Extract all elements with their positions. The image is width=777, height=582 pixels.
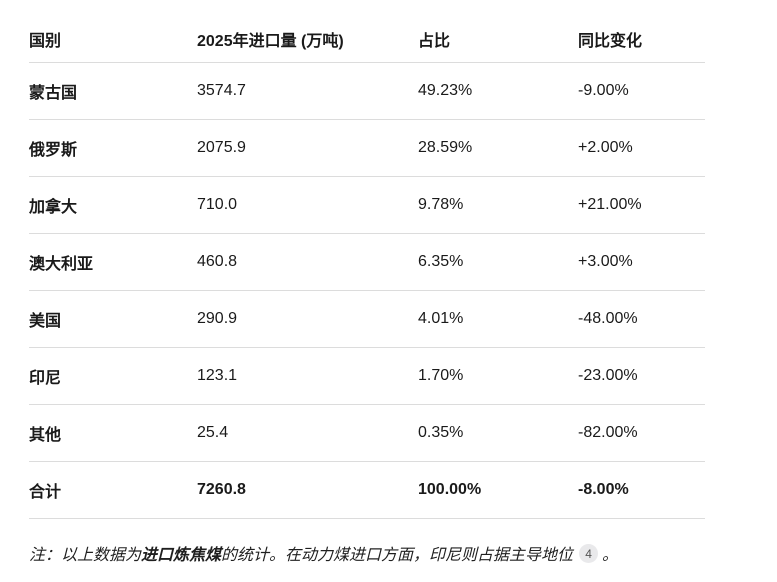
yoy-cell: -9.00% <box>578 81 629 99</box>
footnote: 注：以上数据为进口炼焦煤的统计。在动力煤进口方面，印尼则占据主导地位 4。 <box>29 541 777 565</box>
footnote-body: 的统计。在动力煤进口方面，印尼则占据主导地位 <box>221 546 574 564</box>
footnote-suffix: 。 <box>602 546 619 564</box>
header-country: 国别 <box>29 32 62 50</box>
volume-cell: 710.0 <box>197 195 238 213</box>
header-row: 国别 2025年进口量 (万吨) 占比 同比变化 <box>29 16 705 62</box>
yoy-cell: +2.00% <box>578 138 633 156</box>
share-cell: 6.35% <box>418 252 464 270</box>
page-content: 国别 2025年进口量 (万吨) 占比 同比变化 蒙古国 3574.7 49.2… <box>29 16 777 565</box>
share-cell: 49.23% <box>418 81 473 99</box>
volume-cell: 25.4 <box>197 423 229 441</box>
table-row: 加拿大 710.0 9.78% +21.00% <box>29 176 705 233</box>
footnote-emphasis: 进口炼焦煤 <box>141 546 222 564</box>
header-yoy: 同比变化 <box>578 32 643 50</box>
share-cell: 9.78% <box>418 195 464 213</box>
yoy-cell: +21.00% <box>578 195 642 213</box>
share-cell: 1.70% <box>418 366 464 384</box>
yoy-cell: -82.00% <box>578 423 638 441</box>
yoy-cell: +3.00% <box>578 252 633 270</box>
volume-cell: 2075.9 <box>197 138 246 156</box>
country-cell: 蒙古国 <box>29 84 78 102</box>
header-volume: 2025年进口量 (万吨) <box>197 32 344 50</box>
share-cell: 28.59% <box>418 138 473 156</box>
total-label: 合计 <box>29 483 62 501</box>
total-share: 100.00% <box>418 480 482 498</box>
share-cell: 0.35% <box>418 423 464 441</box>
yoy-cell: -48.00% <box>578 309 638 327</box>
footnote-prefix: 注：以上数据为 <box>29 546 142 564</box>
volume-cell: 3574.7 <box>197 81 246 99</box>
country-cell: 美国 <box>29 312 62 330</box>
volume-cell: 290.9 <box>197 309 238 327</box>
table-row: 印尼 123.1 1.70% -23.00% <box>29 347 705 404</box>
volume-cell: 460.8 <box>197 252 238 270</box>
total-yoy: -8.00% <box>578 480 629 498</box>
country-cell: 其他 <box>29 426 62 444</box>
imports-table: 国别 2025年进口量 (万吨) 占比 同比变化 蒙古国 3574.7 49.2… <box>29 16 705 519</box>
country-cell: 加拿大 <box>29 198 78 216</box>
table-row: 蒙古国 3574.7 49.23% -9.00% <box>29 62 705 119</box>
total-volume: 7260.8 <box>197 480 246 498</box>
volume-cell: 123.1 <box>197 366 238 384</box>
total-row: 合计 7260.8 100.00% -8.00% <box>29 461 705 518</box>
table-row: 其他 25.4 0.35% -82.00% <box>29 404 705 461</box>
country-cell: 印尼 <box>29 369 62 387</box>
share-cell: 4.01% <box>418 309 464 327</box>
table-row: 澳大利亚 460.8 6.35% +3.00% <box>29 233 705 290</box>
table-row: 美国 290.9 4.01% -48.00% <box>29 290 705 347</box>
citation-badge[interactable]: 4 <box>579 544 599 563</box>
table-row: 俄罗斯 2075.9 28.59% +2.00% <box>29 119 705 176</box>
country-cell: 俄罗斯 <box>29 141 78 159</box>
country-cell: 澳大利亚 <box>29 255 94 273</box>
header-share: 占比 <box>418 32 451 50</box>
yoy-cell: -23.00% <box>578 366 638 384</box>
